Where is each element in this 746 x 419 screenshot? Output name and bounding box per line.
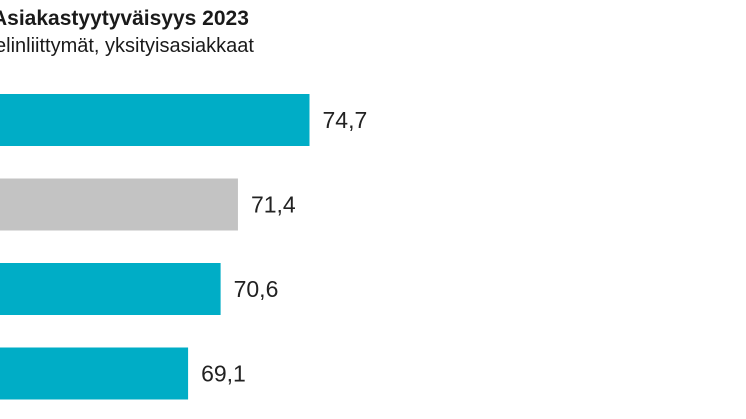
bar-value-label-3: 70,6: [234, 276, 279, 302]
chart-title: Asiakastyytyväisyys 2023: [0, 7, 249, 30]
bar-4: [0, 347, 189, 400]
bar-value-label-2: 71,4: [251, 192, 296, 218]
bar-1: [0, 94, 310, 146]
bar-3: [0, 263, 221, 315]
bar-value-label-1: 74,7: [322, 107, 367, 133]
bar-2: [0, 178, 238, 231]
chart-subtitle: elinliittymät, yksityisasiakkaat: [0, 35, 254, 57]
bar-value-label-4: 69,1: [201, 361, 246, 387]
